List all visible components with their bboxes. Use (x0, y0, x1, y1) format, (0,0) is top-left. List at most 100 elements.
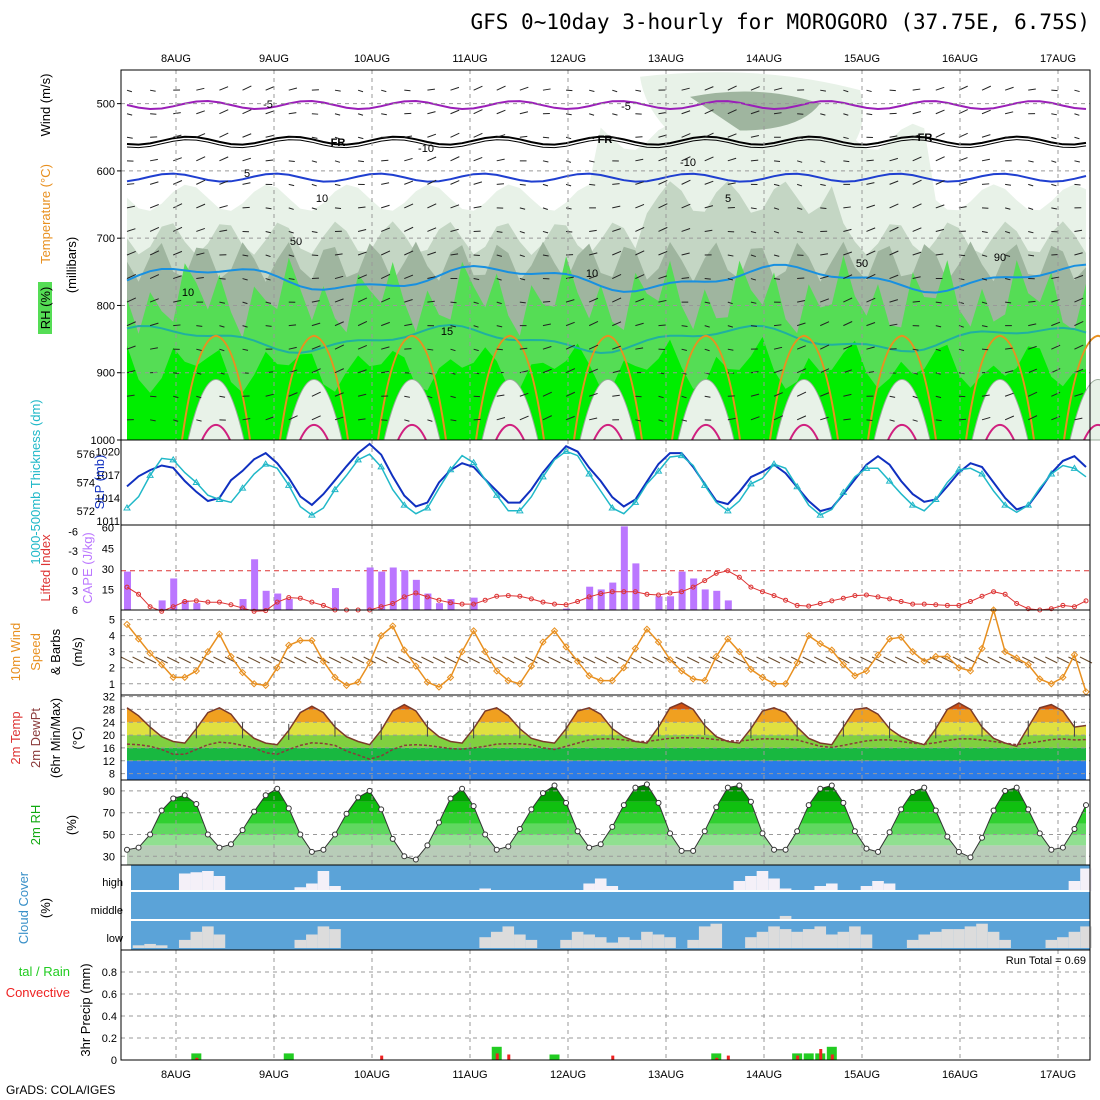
thickness-marker (146, 471, 154, 478)
contour-label: 10 (316, 193, 328, 205)
wind-barb (473, 206, 482, 209)
isotherm-warm (671, 334, 741, 441)
rh2m-marker (447, 795, 454, 802)
cape-bar (435, 603, 443, 610)
contour-label: 10 (182, 287, 194, 299)
wind-barb (1028, 300, 1036, 303)
wind-barb (589, 229, 597, 232)
contour-label: -5 (263, 99, 273, 111)
wind10-barb (952, 656, 966, 664)
cloud-bar-low (202, 926, 214, 948)
cloud-bar-low (906, 939, 919, 948)
wind-barb (658, 112, 667, 115)
cape-bar (655, 596, 663, 610)
ylabel-cloud: Cloud Cover (16, 871, 31, 944)
wind-barb (912, 111, 921, 115)
wind-barb (935, 180, 945, 185)
rh2m-marker (678, 847, 685, 854)
wind10-marker (897, 633, 905, 641)
wind-barb (773, 254, 780, 257)
wind-barb (450, 325, 456, 328)
wind10-barb (779, 656, 792, 664)
cape-bar (620, 526, 628, 610)
y-tick-cape: 45 (102, 543, 114, 555)
wind-barb (796, 345, 806, 350)
wind-barb (334, 207, 342, 210)
wind-barb (450, 204, 460, 209)
wind-barb (311, 368, 321, 374)
wind10-marker (273, 664, 281, 672)
wind-barb (427, 276, 436, 280)
wind10-marker (308, 636, 316, 645)
rh2m-marker (782, 846, 789, 853)
series-rh2m (126, 783, 1087, 861)
rh2m-marker (944, 833, 951, 840)
wind10-marker (666, 656, 674, 664)
li-marker (528, 596, 534, 602)
wind-barb (1074, 417, 1083, 421)
wind-barb (173, 395, 179, 399)
temp-band (127, 760, 1086, 780)
cloud-bar-low (791, 931, 803, 948)
x-tick-top: 15AUG (844, 53, 880, 65)
wind10-marker (735, 647, 744, 656)
wind10-marker (192, 667, 201, 675)
wind10-marker (770, 680, 778, 688)
wind10-marker (458, 647, 466, 656)
y-tick-wind10: 2 (109, 663, 115, 675)
cape-bar (124, 571, 131, 610)
wind-barb (750, 371, 759, 374)
li-marker (263, 608, 269, 614)
wind-barb (196, 419, 202, 422)
cape-bar (239, 599, 247, 610)
wind-barb (1004, 207, 1011, 210)
wind-barb (196, 156, 206, 162)
wind-barb (981, 301, 988, 305)
wind-barb (496, 394, 505, 397)
contour-label: -10 (418, 143, 434, 155)
wind-barb (912, 133, 922, 138)
wind-barb (519, 135, 528, 138)
cape-bar (690, 578, 698, 610)
wind-barb (750, 278, 757, 281)
wind-barb (542, 391, 552, 397)
rh2m-marker (828, 782, 835, 789)
wind-barb (935, 109, 945, 115)
wind-barb (427, 300, 435, 303)
wind-barb (519, 207, 526, 210)
ylabel-precip: 3hr Precip (mm) (78, 963, 93, 1056)
cloud-bar-high (479, 888, 491, 891)
rh2m-marker (239, 827, 246, 834)
wind10-marker (227, 652, 235, 661)
wind-barb (126, 89, 133, 93)
contour-label: -10 (680, 157, 696, 169)
thickness-marker (723, 506, 732, 514)
wind-barb (496, 301, 502, 305)
wind-barb (381, 159, 389, 162)
wind-barb (1074, 252, 1083, 256)
wind-barb (750, 301, 757, 304)
wind-barb (381, 89, 387, 93)
cloud-bar-low (594, 937, 607, 948)
cloud-bar-high (768, 878, 780, 891)
wind-barb (704, 205, 714, 209)
li-marker (147, 604, 153, 610)
wind10-barb (698, 656, 711, 664)
wind-barb (981, 325, 988, 328)
li-marker (794, 602, 800, 608)
cloud-bar-low (849, 926, 861, 948)
wind-barb (173, 299, 182, 303)
wind-barb (1005, 183, 1012, 186)
wind-barb (727, 254, 734, 257)
cloud-bar-low (860, 934, 873, 948)
wind-barb (866, 227, 876, 232)
wind-barb (381, 419, 388, 421)
wind10-barb (744, 656, 758, 664)
li-marker (1060, 602, 1066, 608)
wind10-barb (213, 656, 226, 664)
wind10-marker (169, 673, 177, 682)
wind-barb (519, 111, 529, 115)
precip-conv-bar (507, 1054, 511, 1060)
y-tick-cape: 15 (102, 584, 114, 596)
cloud-bar-high (583, 883, 595, 891)
